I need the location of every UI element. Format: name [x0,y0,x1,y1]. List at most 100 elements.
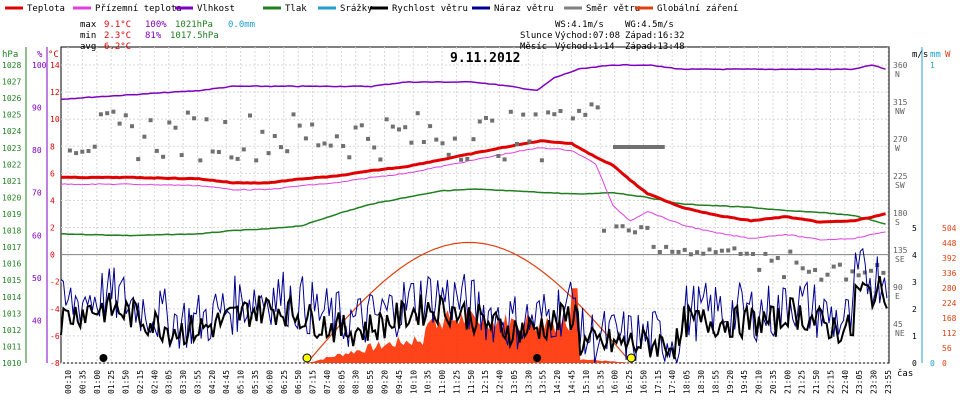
axes: 00:10 00:35 01:00 01:25 01:50 02:15 02:40 03:05… [2,47,957,394]
x-tick-label: 22:40 [841,370,850,394]
series-smer-vetru-point [688,252,693,257]
y-tick-ms: 5 [912,224,917,233]
info-ws: WS:4.1m/s [555,20,604,30]
x-tick-label: 03:05 [165,370,174,394]
series-smer-vetru-point [806,269,811,274]
x-tick-label: 03:55 [193,370,202,394]
x-tick-label: 18:55 [711,370,720,394]
series-smer-vetru-point [775,256,780,260]
series-smer-vetru-point [701,251,706,256]
y-tick-direction: 225 [893,172,908,181]
series-smer-vetru-point [136,157,141,162]
info-moon-rise: Východ:1:14 [555,42,615,52]
x-tick-label: 08:05 [337,370,346,394]
y-tick-w: 448 [942,239,957,248]
y-tick-direction: 135 [893,246,908,255]
series-smer-vetru-point [359,123,364,128]
y-tick-temp: 14 [50,61,60,70]
legend-label: Srážky [340,4,373,14]
x-tick-label: 23:30 [870,370,879,394]
y-tick-pct: 60 [32,231,42,240]
x-tick-label: 07:40 [323,370,332,394]
series-smer-vetru-point [328,143,333,148]
y-tick-mm: 0 [930,359,935,368]
axis-label-pct: % [37,50,43,60]
y-tick-temp: 12 [50,88,60,97]
y-tick-hpa: 1021 [2,177,21,186]
series-smer-vetru-point [732,246,737,251]
info-sun-label: Slunce [520,31,553,41]
series-smer-vetru-point [372,145,377,150]
x-tick-label: 06:50 [294,370,303,394]
series-smer-vetru-point [334,134,339,139]
y-tick-temp: -4 [50,305,60,314]
x-tick-label: 12:15 [481,370,490,394]
series-smer-vetru-point [881,270,886,275]
stat-max-label: max [80,20,97,30]
y-tick-w: 336 [942,269,957,278]
series-teplota [60,139,886,224]
series-smer-vetru-point [167,120,172,125]
series-smer-vetru-point [353,125,358,130]
series-smer-vetru-point [471,137,476,142]
x-tick-label: 08:30 [352,370,361,394]
series-smer-vetru-point [204,117,209,122]
x-tick-label: 19:45 [740,370,749,394]
x-tick-label: 19:20 [726,370,735,394]
series-smer-vetru-point [142,134,147,139]
series-smer-vetru-point [794,260,799,265]
x-tick-label: 20:35 [769,370,778,394]
series-smer-vetru-point [279,145,283,150]
y-tick-direction-label: E [895,292,900,301]
series-smer-vetru-point [198,158,203,163]
series-smer-vetru-point [347,155,352,160]
x-tick-label: 16:00 [611,370,620,394]
x-tick-label: 07:15 [309,370,318,394]
x-tick-label: 21:25 [798,370,807,394]
series-smer-vetru-point [421,140,426,144]
series-smer-vetru-point [862,270,867,275]
series-smer-vetru-point [484,116,488,120]
y-tick-ms: 4 [912,251,917,260]
y-tick-temp: -2 [50,278,60,287]
series-smer-vetru-point [403,125,408,130]
series-smer-vetru-point [595,105,600,110]
y-tick-w: 280 [942,284,957,293]
series-smer-vetru-point [614,224,619,229]
y-tick-temp: 8 [50,142,55,151]
legend: Teplota Přízemní teplota Vlhkost Tlak Srážky… [5,4,738,14]
y-tick-w: 392 [942,254,957,263]
series-smer-vetru-point [763,251,768,256]
series-smer-vetru-point [490,118,495,123]
series-smer-vetru-point [148,118,153,123]
series-smer-vetru-point [272,134,277,138]
stat-max-rain: 0.0mm [228,20,255,30]
series-rychlost-vetru [60,275,888,360]
stat-max-press: 1021hPa [175,20,213,30]
y-tick-direction: 90 [893,283,903,292]
y-tick-w: 56 [942,344,952,353]
y-tick-hpa: 1013 [2,309,21,318]
series-smer-vetru-point [546,110,551,115]
series-smer-vetru-point [769,258,774,263]
series-smer-vetru-point [676,250,681,254]
y-tick-pct: 70 [32,189,42,198]
x-tick-label: 04:20 [208,370,217,394]
series-smer-vetru-point [105,111,110,116]
y-tick-w: 168 [942,314,957,323]
series-smer-vetru-point [726,248,731,253]
legend-label: Náraz větru [494,4,554,14]
series-smer-vetru-point [161,154,166,159]
y-tick-ms: 3 [912,278,917,287]
series-smer-vetru-point [440,141,445,146]
sunset-marker [626,353,636,363]
y-tick-hpa: 1025 [2,111,21,120]
series-smer-vetru-point [800,266,805,271]
x-tick-label: 06:00 [265,370,274,394]
y-tick-hpa: 1012 [2,326,21,335]
x-tick-label: 21:00 [783,370,792,394]
x-tick-label: 01:00 [93,370,102,394]
series-smer-vetru-point [291,112,296,117]
x-tick-label: 14:45 [568,370,577,394]
series-smer-vetru-point [316,143,321,148]
